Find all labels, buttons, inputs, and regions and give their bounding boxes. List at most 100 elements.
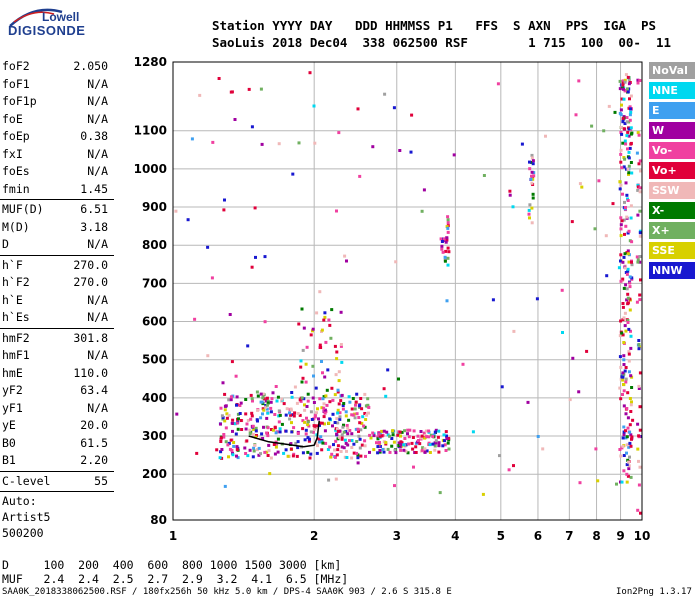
- echo-point: [623, 89, 627, 93]
- echo-point: [627, 327, 631, 331]
- echo-point: [621, 277, 625, 281]
- echo-point: [356, 107, 360, 111]
- echo-point: [639, 169, 642, 173]
- echo-point: [625, 215, 629, 219]
- echo-point: [412, 429, 416, 433]
- echo-point: [329, 455, 333, 459]
- echo-point: [218, 456, 222, 460]
- echo-point: [356, 456, 360, 460]
- echo-point: [227, 455, 230, 459]
- echo-point: [619, 113, 623, 117]
- echo-point: [414, 445, 418, 449]
- echo-point: [625, 134, 629, 138]
- echo-point: [367, 406, 371, 409]
- echo-point: [362, 424, 366, 428]
- param-row: hmF2 301.8: [0, 330, 118, 348]
- param-value: N/A: [87, 310, 108, 324]
- echo-point: [250, 265, 254, 269]
- echo-point: [423, 447, 427, 451]
- echo-point: [360, 443, 364, 447]
- muf-row: MUF 2.4 2.4 2.5 2.7 2.9 3.2 4.1 6.5 [MHz…: [2, 572, 349, 586]
- echo-point: [578, 481, 582, 485]
- echo-point: [461, 362, 465, 366]
- param-name: yF2: [2, 383, 23, 397]
- echo-point: [639, 511, 642, 515]
- echo-point: [357, 404, 361, 408]
- echo-point: [312, 427, 316, 431]
- echo-point: [446, 230, 450, 234]
- echo-point: [621, 141, 625, 145]
- echo-point: [621, 260, 625, 264]
- echo-point: [220, 414, 224, 418]
- echo-point: [340, 445, 344, 449]
- echo-point: [580, 185, 584, 189]
- echo-point: [434, 428, 438, 432]
- echo-point: [245, 422, 249, 426]
- echo-point: [229, 395, 233, 399]
- echo-point: [344, 430, 348, 434]
- echo-point: [628, 397, 632, 400]
- param-name: fxI: [2, 146, 23, 161]
- echo-point: [621, 305, 625, 309]
- param-name: foF1: [2, 76, 30, 91]
- echo-point: [613, 110, 617, 114]
- echo-point: [625, 298, 629, 302]
- echo-point: [402, 443, 406, 447]
- echo-point: [333, 455, 337, 459]
- echo-point: [305, 416, 308, 420]
- echo-point: [628, 97, 631, 101]
- param-name: fmin: [2, 181, 30, 196]
- echo-point: [267, 449, 271, 453]
- echo-point: [638, 159, 642, 163]
- echo-point: [315, 451, 319, 455]
- echo-point: [638, 371, 642, 375]
- echo-point: [357, 434, 361, 438]
- echo-point: [570, 220, 574, 224]
- echo-point: [577, 390, 581, 394]
- echo-point: [620, 331, 624, 335]
- echo-point: [520, 142, 524, 146]
- echo-point: [330, 386, 334, 390]
- echo-point: [596, 479, 600, 483]
- echo-point: [353, 407, 357, 411]
- echo-point: [627, 150, 631, 154]
- echo-point: [411, 436, 415, 439]
- echo-point: [629, 444, 633, 448]
- echo-point: [621, 318, 625, 322]
- echo-point: [221, 381, 225, 385]
- echo-point: [277, 409, 281, 413]
- echo-point: [626, 75, 630, 79]
- echo-point: [355, 440, 359, 443]
- echo-point: [363, 439, 367, 443]
- echo-point: [278, 430, 282, 434]
- x-tick-label: 10: [634, 529, 651, 543]
- echo-point: [313, 415, 317, 419]
- echo-point: [350, 407, 354, 411]
- echo-point: [626, 130, 630, 134]
- echo-point: [358, 174, 362, 178]
- echo-point: [317, 417, 320, 421]
- echo-point: [336, 429, 340, 433]
- echo-point: [508, 189, 512, 193]
- echo-point: [417, 439, 420, 442]
- echo-point: [629, 346, 633, 350]
- echo-point: [625, 472, 629, 476]
- echo-point: [326, 448, 330, 451]
- echo-point: [420, 434, 424, 438]
- echo-point: [293, 385, 297, 389]
- echo-point: [637, 483, 641, 487]
- echo-point: [627, 127, 631, 131]
- echo-point: [619, 152, 623, 156]
- echo-point: [273, 426, 277, 430]
- echo-point: [425, 435, 429, 439]
- echo-point: [392, 440, 396, 444]
- echo-point: [620, 219, 624, 223]
- echo-point: [224, 426, 228, 430]
- echo-point: [265, 416, 269, 420]
- y-tick-label: 500: [142, 353, 167, 367]
- echo-point: [331, 412, 335, 416]
- echo-point: [348, 439, 351, 443]
- echo-point: [284, 448, 288, 452]
- echo-point: [272, 443, 276, 446]
